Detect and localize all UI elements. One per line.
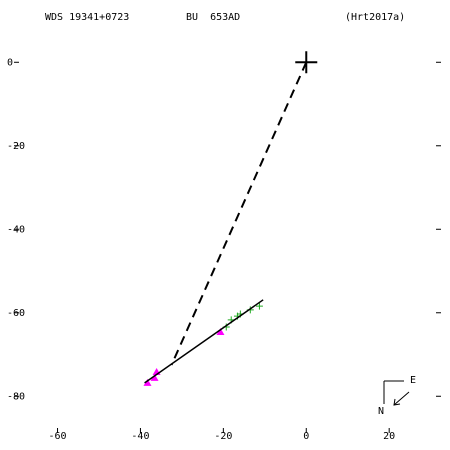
plus-point	[255, 302, 263, 310]
y-tick-label: -60	[7, 308, 25, 319]
x-tick-label: 20	[383, 431, 395, 442]
header-ref: (Hrt2017a)	[345, 12, 405, 23]
triangle-point	[143, 378, 152, 386]
compass-arrowhead	[393, 398, 401, 406]
y-tick-label: -40	[7, 224, 25, 235]
fit-line	[170, 61, 308, 366]
x-tick-label: -60	[48, 431, 66, 442]
x-tick-label: -40	[131, 431, 149, 442]
y-tick-label: -20	[7, 141, 25, 152]
fit-line	[144, 299, 264, 384]
triangle-point	[216, 327, 225, 335]
compass-arrow	[393, 391, 410, 406]
triangle-point	[150, 373, 159, 381]
header-name: BU 653AD	[186, 12, 240, 23]
compass-e: E	[410, 375, 416, 386]
compass-n: N	[378, 406, 384, 417]
x-tick-label: -20	[214, 431, 232, 442]
header-wds: WDS 19341+0723	[45, 12, 129, 23]
compass: E N	[378, 375, 416, 417]
y-tick-label: -80	[7, 391, 25, 402]
y-tick-label: 0	[7, 57, 13, 68]
x-tick-label: 0	[303, 431, 309, 442]
